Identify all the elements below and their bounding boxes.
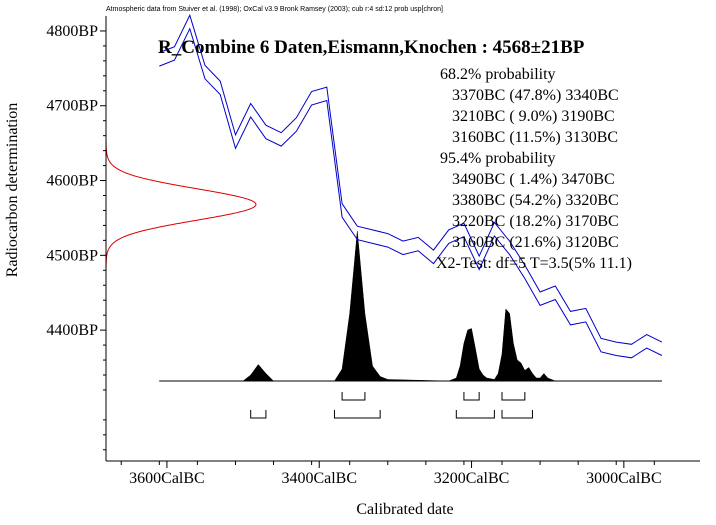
calibration-curve-lower <box>159 27 663 359</box>
y-axis-ticks: 4800BP 4700BP 4600BP 4500BP 4400BP <box>46 23 106 451</box>
probability-ranges <box>250 392 533 419</box>
summary-line: 3370BC (47.8%) 3340BC <box>452 87 619 104</box>
y-tick-label: 4500BP <box>46 247 98 264</box>
y-tick-label: 4600BP <box>46 173 98 190</box>
y-tick-label: 4400BP <box>46 322 98 339</box>
range-95-bracket <box>333 410 381 419</box>
measurement-distribution <box>105 141 257 268</box>
x-axis-title: Calibrated date <box>356 501 453 518</box>
y-tick-label: 4700BP <box>46 98 98 115</box>
summary-line: 3210BC ( 9.0%) 3190BC <box>452 108 615 125</box>
summary-line: 3490BC ( 1.4%) 3470BC <box>452 171 615 188</box>
probability-distribution <box>159 230 662 382</box>
calibration-curve <box>159 13 663 359</box>
x-tick-label: 3400CalBC <box>281 470 357 487</box>
range-95-bracket <box>501 410 533 419</box>
calibration-curve-upper <box>159 13 663 345</box>
y-axis-title: Radiocarbon determination <box>4 103 21 278</box>
x-axis-ticks: 3600CalBC 3400CalBC 3200CalBC 3000CalBC <box>120 461 662 487</box>
credit-line: Atmospheric data from Stuiver et al. (19… <box>106 6 443 13</box>
range-68-bracket <box>341 392 366 401</box>
probability-summary: 68.2% probability 3370BC (47.8%) 3340BC 32… <box>436 66 632 272</box>
range-68-bracket <box>501 392 526 401</box>
x-tick-label: 3200CalBC <box>434 470 510 487</box>
x-tick-label: 3600CalBC <box>129 470 205 487</box>
summary-line: 3160BC (21.6%) 3120BC <box>452 234 619 251</box>
summary-line: 3220BC (18.2%) 3170BC <box>452 213 619 230</box>
y-tick-label: 4800BP <box>46 23 98 40</box>
summary-line: 68.2% probability <box>440 66 556 83</box>
x-tick-label: 3000CalBC <box>586 470 662 487</box>
chart-title: R_Combine 6 Daten,Eismann,Knochen : 4568… <box>158 37 585 58</box>
range-68-bracket <box>463 392 480 401</box>
summary-line: 3380BC (54.2%) 3320BC <box>452 192 619 209</box>
measurement-curve <box>105 141 257 268</box>
summary-line: 95.4% probability <box>440 150 556 167</box>
range-95-bracket <box>250 410 267 419</box>
range-95-bracket <box>455 410 495 419</box>
summary-line: 3160BC (11.5%) 3130BC <box>452 129 618 146</box>
summary-line: X2-Test: df=5 T=3.5(5% 11.1) <box>436 255 632 272</box>
distribution-area <box>159 230 662 382</box>
